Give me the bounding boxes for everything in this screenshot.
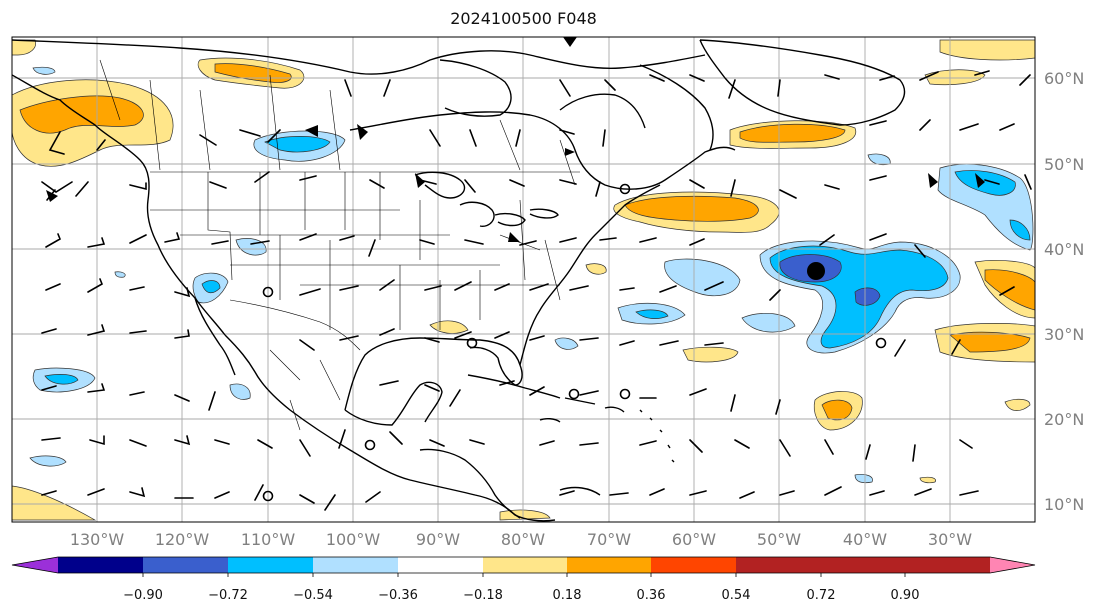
negative-anomaly-region (954, 170, 1016, 196)
negative-anomaly-region (201, 280, 221, 294)
negative-anomaly-region (635, 309, 669, 319)
longitude-labels: 130°W 120°W 110°W 100°W 90°W 80°W 70°W 6… (70, 530, 972, 549)
colorbar-segment (905, 557, 990, 573)
negative-anomaly-region (229, 383, 251, 400)
colorbar-segment (313, 557, 398, 573)
colorbar-tick-label: 0.36 (637, 588, 666, 603)
lon-label-70w: 70°W (587, 530, 631, 549)
positive-anomaly-region (949, 331, 1031, 353)
graticule (12, 37, 1035, 522)
colorbar-segment (58, 557, 143, 573)
lon-label-50w: 50°W (757, 530, 801, 549)
colorbar-tick-label: −0.90 (123, 588, 163, 603)
positive-anomaly-region (429, 320, 469, 334)
colorbar-extend-high (990, 557, 1035, 573)
colorbar-segment (143, 557, 228, 573)
latitude-labels: 60°N 50°N 40°N 30°N 20°N 10°N (1044, 69, 1084, 514)
lat-label-30n: 30°N (1044, 325, 1084, 344)
lon-label-90w: 90°W (416, 530, 460, 549)
lat-label-60n: 60°N (1044, 69, 1084, 88)
negative-anomaly-region (264, 136, 331, 153)
negative-anomaly-region (32, 66, 56, 75)
lon-label-110w: 110°W (241, 530, 296, 549)
negative-anomaly-region (854, 474, 873, 484)
positive-anomaly-region (1004, 398, 1031, 411)
colorbar-segment (228, 557, 313, 573)
positive-anomaly-region (821, 399, 853, 421)
positive-anomaly-region (19, 95, 144, 134)
colorbar-tick-label: 0.90 (891, 588, 920, 603)
negative-anomaly-region (44, 374, 79, 385)
positive-anomaly-region (682, 346, 739, 363)
colorbar-segment (651, 557, 736, 573)
lon-label-100w: 100°W (326, 530, 381, 549)
lat-label-50n: 50°N (1044, 155, 1084, 174)
colorbar-tick-label: −0.18 (463, 588, 503, 603)
lon-label-120w: 120°W (155, 530, 210, 549)
lon-label-80w: 80°W (501, 530, 545, 549)
lat-label-10n: 10°N (1044, 495, 1084, 514)
lon-label-130w: 130°W (70, 530, 125, 549)
negative-anomaly-region (741, 313, 796, 333)
lon-label-40w: 40°W (843, 530, 887, 549)
positive-anomaly-region (919, 476, 936, 484)
anomaly-shading (12, 39, 1035, 521)
positive-anomaly-region (924, 69, 986, 86)
negative-anomaly-region (554, 337, 579, 350)
colorbar-segment (736, 557, 821, 573)
wind-barb-flag-icon (46, 37, 985, 242)
positive-anomaly-region (12, 485, 97, 521)
colorbar-tick-label: 0.72 (807, 588, 836, 603)
lat-label-40n: 40°N (1044, 240, 1084, 259)
colorbar-tick-label: −0.72 (208, 588, 248, 603)
colorbar-segment (483, 557, 567, 573)
lat-label-20n: 20°N (1044, 410, 1084, 429)
colorbar-tick-label: 0.18 (553, 588, 582, 603)
colorbar-segment (567, 557, 651, 573)
wind-barb-icon (41, 70, 1032, 511)
colorbar: −0.90 −0.72 −0.54 −0.36 −0.18 0.18 0.36 … (11, 556, 1036, 603)
map-frame (11, 36, 1036, 523)
colorbar-tick-label: −0.36 (378, 588, 418, 603)
circle-marker-icon (262, 183, 887, 502)
lon-label-60w: 60°W (672, 530, 716, 549)
positive-anomaly-region (585, 263, 607, 275)
colorbar-segment (821, 557, 905, 573)
negative-anomaly-region (854, 287, 881, 306)
negative-anomaly-region (664, 258, 741, 297)
colorbar-segment (398, 557, 483, 573)
positive-anomaly-region (739, 123, 846, 143)
colorbar-tick-label: 0.54 (722, 588, 751, 603)
lon-label-30w: 30°W (928, 530, 972, 549)
negative-anomaly-region (114, 271, 126, 278)
negative-anomaly-region (1009, 219, 1031, 241)
positive-anomaly-region (624, 195, 759, 222)
colorbar-extend-low (12, 557, 58, 573)
negative-anomaly-region (29, 455, 67, 467)
colorbar-tick-label: −0.54 (293, 588, 333, 603)
low-pressure-center-icon (807, 262, 825, 280)
coastlines (12, 39, 906, 522)
map-title: 2024100500 F048 (450, 9, 597, 28)
